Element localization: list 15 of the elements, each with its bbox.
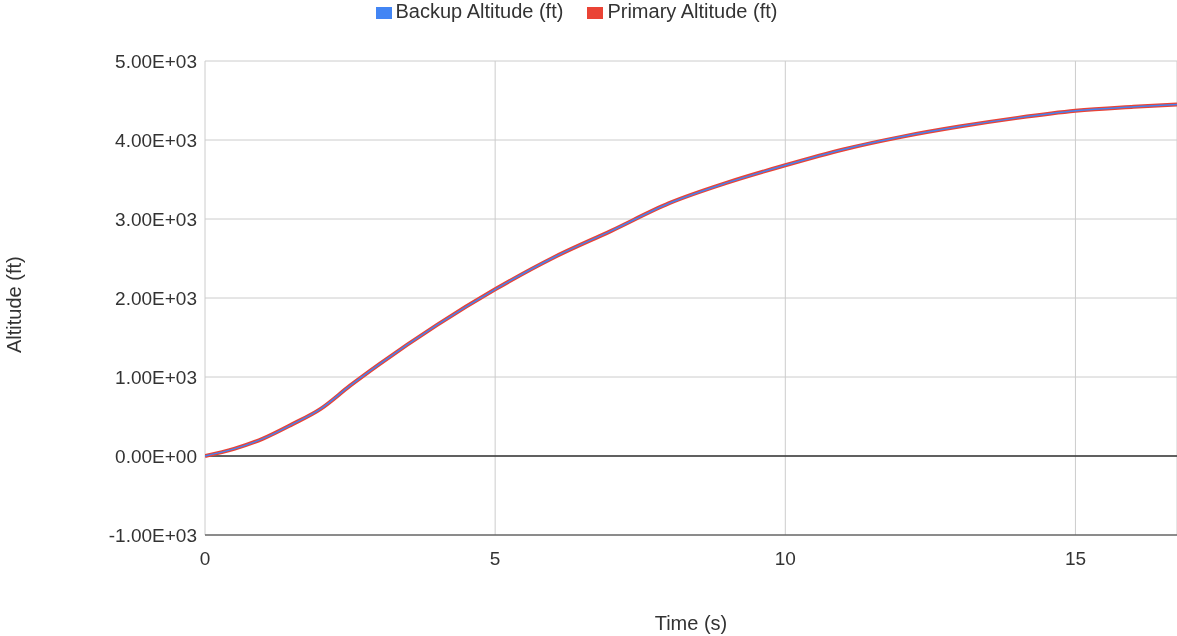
y-tick-label: 0.00E+00	[115, 445, 197, 467]
legend-label: Primary Altitude (ft)	[607, 0, 778, 22]
y-axis-title: Altitude (ft)	[3, 256, 26, 353]
x-tick-label: 10	[774, 548, 796, 569]
y-tick-label: 1.00E+03	[115, 366, 197, 388]
y-tick-label: 2.00E+03	[115, 287, 197, 309]
x-tick-label: 0	[199, 548, 211, 569]
x-axis-title: Time (s)	[654, 612, 728, 634]
y-tick-label: -1.00E+03	[108, 524, 197, 546]
y-tick-label: 4.00E+03	[115, 129, 197, 151]
x-tick-label: 15	[1064, 548, 1087, 569]
y-tick-label: 3.00E+03	[115, 208, 197, 230]
y-tick-label: 5.00E+03	[115, 50, 197, 72]
legend-label: Backup Altitude (ft)	[395, 0, 564, 22]
x-tick-label: 5	[489, 548, 501, 569]
